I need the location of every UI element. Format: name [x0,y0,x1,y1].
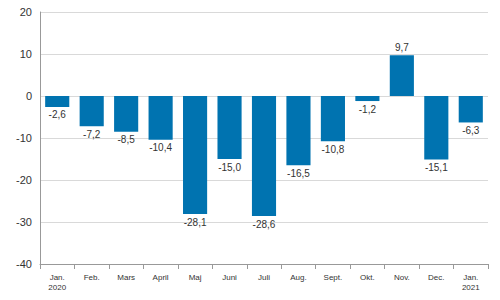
svg-text:-10: -10 [16,132,32,144]
svg-text:2021: 2021 [462,283,480,292]
svg-text:April: April [153,273,169,282]
svg-text:-15,0: -15,0 [218,162,241,173]
svg-text:Jan.: Jan. [50,273,65,282]
svg-text:-2,6: -2,6 [49,109,67,120]
svg-text:-10,8: -10,8 [322,144,345,155]
svg-text:Nov.: Nov. [394,273,410,282]
svg-text:Aug.: Aug. [290,273,306,282]
svg-text:Okt.: Okt. [360,273,375,282]
svg-text:Juni: Juni [222,273,237,282]
svg-text:-40: -40 [16,258,32,270]
svg-text:Mars: Mars [117,273,135,282]
svg-text:20: 20 [20,6,32,18]
svg-text:Juli: Juli [258,273,270,282]
svg-text:Maj: Maj [189,273,202,282]
svg-text:-1,2: -1,2 [359,104,377,115]
svg-text:9,7: 9,7 [395,42,409,53]
svg-text:-10,4: -10,4 [149,142,172,153]
svg-text:-30: -30 [16,216,32,228]
svg-text:0: 0 [26,90,32,102]
svg-text:-28,6: -28,6 [253,219,276,230]
svg-text:-8,5: -8,5 [118,134,136,145]
svg-text:-7,2: -7,2 [83,129,101,140]
svg-text:-16,5: -16,5 [287,168,310,179]
svg-text:-28,1: -28,1 [184,217,207,228]
svg-text:Feb.: Feb. [84,273,100,282]
svg-text:10: 10 [20,48,32,60]
svg-text:-6,3: -6,3 [462,125,480,136]
svg-text:Dec.: Dec. [428,273,444,282]
svg-text:-20: -20 [16,174,32,186]
svg-text:Jan.: Jan. [463,273,478,282]
svg-text:Sept.: Sept. [324,273,343,282]
svg-text:-15,1: -15,1 [425,162,448,173]
svg-text:2020: 2020 [48,283,66,292]
